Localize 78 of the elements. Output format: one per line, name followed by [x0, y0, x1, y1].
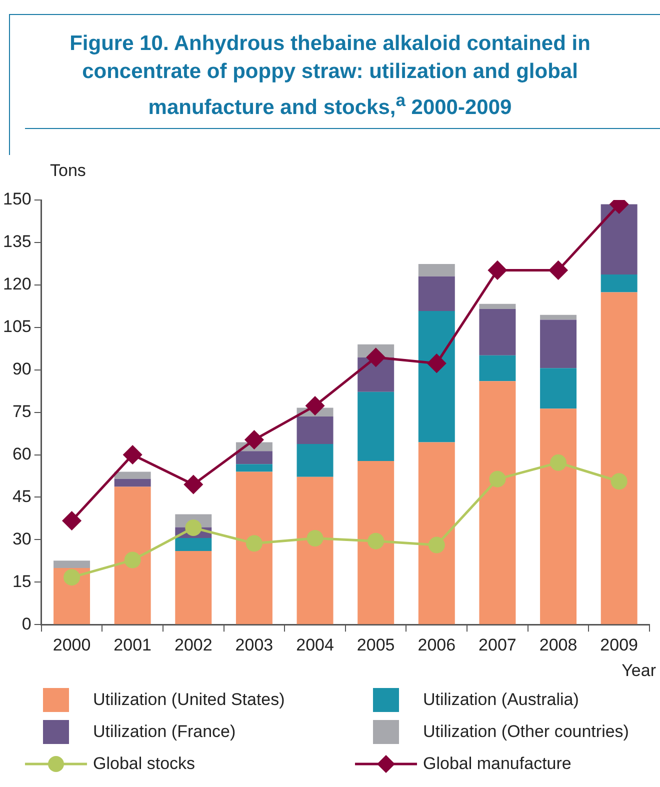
- bar: [114, 472, 151, 479]
- y-tick-label: 105: [2, 317, 32, 336]
- legend-label: Global manufacture: [423, 754, 572, 774]
- bar: [540, 320, 577, 368]
- bar: [175, 538, 212, 552]
- bar: [296, 416, 334, 444]
- x-tick-label: 2000: [52, 635, 91, 654]
- point: [64, 569, 80, 586]
- y-tick-label: 15: [12, 572, 32, 591]
- x-tick-label: 2003: [235, 635, 274, 654]
- bar: [600, 274, 638, 292]
- y-tick-label: 30: [12, 529, 32, 548]
- bar: [479, 308, 516, 356]
- point: [427, 354, 446, 373]
- x-tick-label: 2001: [114, 635, 152, 654]
- y-tick-label: 45: [12, 486, 32, 506]
- x-tick-label: 2007: [478, 635, 516, 654]
- bar: [479, 381, 516, 624]
- point: [428, 536, 445, 554]
- bar: [600, 292, 638, 624]
- point: [246, 535, 262, 552]
- y-tick-label: 120: [2, 274, 32, 294]
- x-tick-label: 2005: [356, 635, 395, 654]
- y-axis-title: Tons: [50, 161, 86, 180]
- bar: [358, 460, 394, 624]
- chart-title: Figure 10. Anhydrous thebaine alkaloid contained in concentrate of poppy straw: utilization and global manufacture and stocks,$^{a}$ 2000-2009: [68, 31, 592, 121]
- x-tick-label: 2006: [418, 635, 456, 654]
- bar: [296, 476, 334, 624]
- bar: [479, 355, 516, 382]
- x-tick-label: 2009: [600, 635, 638, 654]
- bar: [358, 392, 394, 461]
- point: [368, 532, 384, 550]
- legend-label: Utilization (United States): [93, 690, 285, 710]
- point: [62, 511, 82, 530]
- point: [550, 454, 567, 471]
- point: [489, 470, 506, 488]
- point: [488, 260, 507, 280]
- x-axis-title: Year: [622, 660, 656, 680]
- bar: [600, 204, 638, 274]
- bar: [540, 408, 577, 624]
- point: [366, 348, 386, 367]
- y-tick-label: 75: [12, 402, 32, 421]
- bar: [54, 560, 90, 568]
- bar: [114, 486, 151, 624]
- bar: [236, 451, 272, 464]
- bar: [418, 442, 455, 624]
- x-tick-label: 2002: [174, 635, 212, 654]
- x-tick-label: 2008: [539, 635, 578, 654]
- point: [184, 475, 203, 494]
- bar: [114, 478, 151, 487]
- bar: [296, 444, 334, 477]
- bar: [418, 264, 455, 276]
- point: [549, 260, 568, 280]
- y-tick-label: 0: [22, 614, 32, 634]
- y-tick-label: 60: [12, 444, 32, 464]
- legend-label: Global stocks: [93, 754, 196, 774]
- point: [244, 430, 264, 450]
- bar: [479, 304, 516, 309]
- point: [123, 446, 142, 464]
- point: [185, 520, 202, 536]
- bar: [540, 368, 577, 409]
- legend-label: Utilization (France): [93, 722, 236, 742]
- bar: [236, 472, 272, 624]
- bar: [418, 276, 455, 311]
- y-tick-label: 135: [2, 232, 32, 252]
- legend-label: Utilization (Other countries): [423, 722, 629, 742]
- bar: [540, 314, 577, 320]
- point: [306, 530, 324, 547]
- bar: [175, 551, 212, 624]
- point: [124, 552, 141, 568]
- legend-label: Utilization (Australia): [423, 690, 579, 710]
- y-tick-label: 150: [2, 190, 32, 209]
- y-tick-label: 90: [12, 360, 32, 379]
- bar: [418, 310, 455, 442]
- point: [610, 473, 628, 490]
- point: [306, 396, 324, 416]
- bar: [236, 464, 272, 472]
- x-tick-label: 2004: [296, 635, 334, 654]
